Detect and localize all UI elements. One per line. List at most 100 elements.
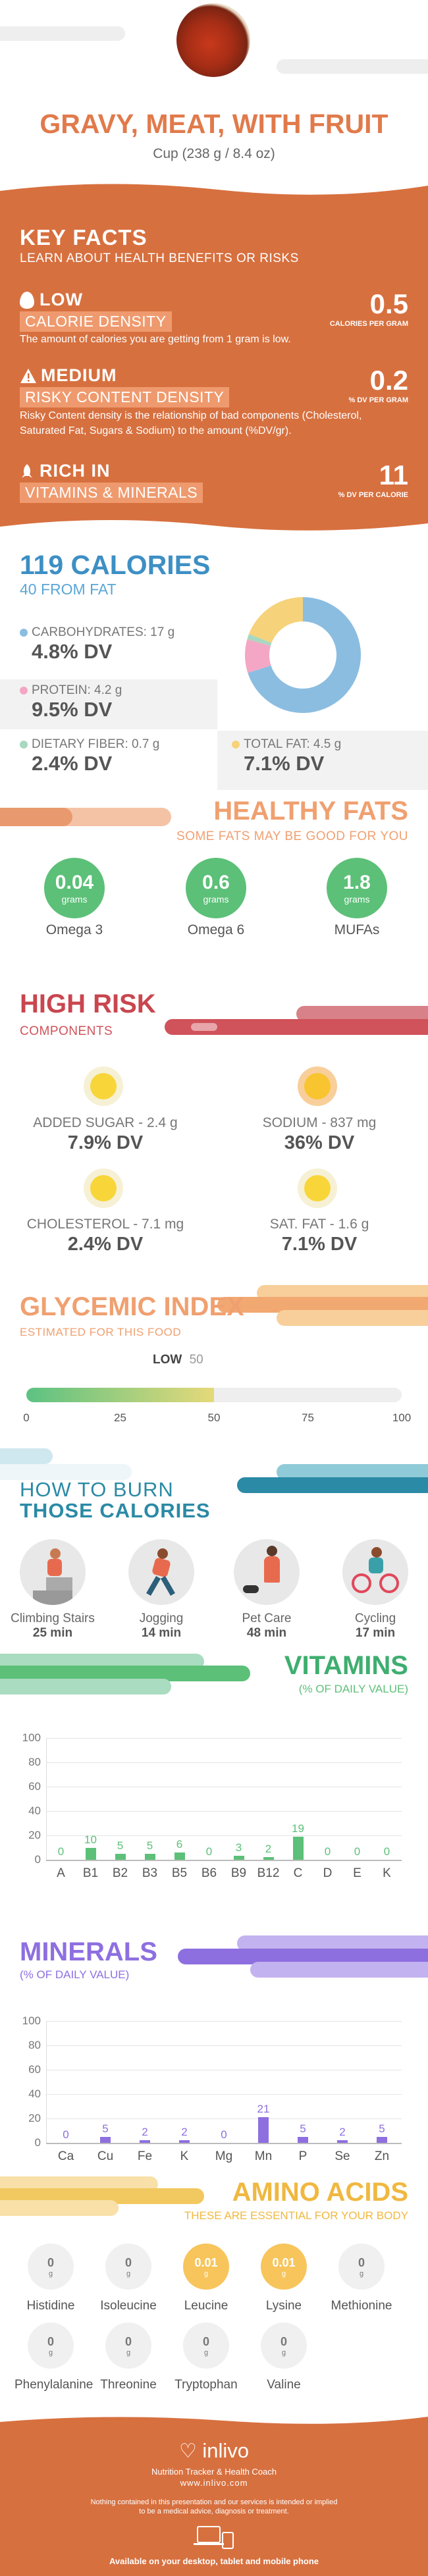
- y-tick-label: 100: [22, 2014, 41, 2027]
- footer-background: [0, 2417, 428, 2576]
- fiber-block: DIETARY FIBER: 0.7 g 2.4% DV: [20, 737, 159, 775]
- grid-line: [46, 2021, 402, 2022]
- amino-section: AMINO ACIDS THESE ARE ESSENTIAL FOR YOUR…: [0, 2172, 428, 2449]
- bar-B3: [144, 1853, 155, 1860]
- smiley-icon: [298, 1169, 337, 1208]
- glycemic-value: 50: [189, 1353, 203, 1367]
- x-tick-label: Zn: [374, 2149, 390, 2163]
- x-tick-label: B12: [257, 1866, 280, 1880]
- value-label: 5: [117, 1839, 124, 1852]
- y-axis-line: [46, 1738, 47, 1860]
- x-tick-label: B6: [201, 1866, 217, 1880]
- vitamins-title: VITAMINS: [284, 1651, 408, 1680]
- fact-value: 0.2: [369, 365, 408, 396]
- glycemic-fill: [26, 1388, 214, 1402]
- x-tick-label: B1: [82, 1866, 99, 1880]
- x-tick-label: B3: [142, 1866, 158, 1880]
- x-tick-label: B2: [112, 1866, 128, 1880]
- fact-level-row: MEDIUM: [20, 365, 229, 386]
- fact-level-row: LOW: [20, 290, 172, 310]
- value-label: 0: [221, 2128, 227, 2141]
- fiber-label: DIETARY FIBER: 0.7 g: [32, 737, 160, 751]
- decor-stripe: [0, 2200, 119, 2216]
- jogging-icon: [128, 1539, 194, 1605]
- activity-name: Cycling: [354, 1612, 396, 1625]
- fact-medium: MEDIUM RISKY CONTENT DENSITY: [20, 365, 230, 407]
- availability-text: Available on your desktop, tablet and mo…: [109, 2556, 319, 2566]
- fat-panel: [217, 731, 428, 790]
- amino-item-isoleucine: 0 g Isoleucine: [92, 2244, 165, 2313]
- x-tick-label: Se: [334, 2149, 350, 2163]
- amino-item-leucine: 0.01 g Leucine: [170, 2244, 242, 2313]
- disclaimer-line-2: to be a medical advice, diagnosis or tre…: [139, 2508, 289, 2515]
- fact-description: The amount of calories you are getting f…: [20, 334, 291, 345]
- activity-jogging: Jogging 14 min: [115, 1539, 207, 1641]
- brand-row: ♡ inlivo: [0, 2439, 428, 2463]
- website-link[interactable]: www.inlivo.com: [180, 2478, 248, 2488]
- activity-cycling: Cycling 17 min: [329, 1539, 421, 1641]
- y-tick-label: 60: [28, 1780, 41, 1793]
- y-tick-label: 20: [28, 2112, 41, 2124]
- amino-value: 0: [358, 2255, 365, 2269]
- protein-panel: [0, 679, 217, 729]
- burn-title-1: HOW TO BURN: [20, 1478, 174, 1501]
- amino-item-threonine: 0 g Threonine: [92, 2323, 165, 2392]
- x-tick-label: K: [180, 2149, 189, 2163]
- bar-Fe: [140, 2140, 150, 2143]
- decor-stripe: [0, 808, 72, 826]
- amino-value: 0.01: [194, 2255, 218, 2269]
- bar-B2: [115, 1853, 126, 1860]
- amino-item-methionine: 0 g Methionine: [325, 2244, 398, 2313]
- warning-icon: [20, 368, 36, 383]
- serving-size: Cup (238 g / 8.4 oz): [153, 146, 275, 161]
- fact-level: RICH IN: [40, 461, 111, 481]
- y-tick-label: 40: [28, 2088, 41, 2100]
- burn-title-2: THOSE CALORIES: [20, 1499, 211, 1522]
- donut-slice-fiber: [247, 634, 272, 646]
- amino-name: Tryptophan: [174, 2378, 238, 2392]
- decor-stripe: [191, 1023, 217, 1031]
- amino-unit: g: [203, 2348, 209, 2357]
- disclaimer-line-1: Nothing contained in this presentation a…: [90, 2498, 338, 2506]
- carbs-dot: [20, 628, 28, 637]
- protein-dot: [20, 686, 28, 695]
- carbs-block: CARBOHYDRATES: 17 g 4.8% DV: [20, 625, 174, 664]
- fat-block: TOTAL FAT: 4.5 g 7.1% DV: [232, 737, 341, 775]
- heart-icon: ♡: [178, 2440, 197, 2462]
- mufas-unit: grams: [344, 894, 370, 905]
- value-label: 2: [181, 2126, 188, 2139]
- x-tick-label: K: [383, 1866, 391, 1880]
- x-axis-line: [46, 2143, 402, 2144]
- glycemic-tick-label: 50: [207, 1411, 221, 1424]
- glycemic-tick-label: 0: [23, 1411, 30, 1424]
- fact-low: LOW CALORIE DENSITY: [20, 290, 172, 332]
- cholesterol-dv: 2.4% DV: [67, 1234, 144, 1255]
- flame-icon: [20, 291, 34, 309]
- value-label: 5: [300, 2122, 306, 2135]
- activity-time: 17 min: [355, 1626, 396, 1640]
- omega3-name: Omega 3: [45, 922, 103, 937]
- fact-level-row: RICH IN: [20, 461, 203, 481]
- value-label: 6: [176, 1837, 183, 1851]
- fact-level: LOW: [40, 290, 83, 309]
- amino-unit: g: [48, 2269, 53, 2278]
- high-risk-title: HIGH RISK: [20, 989, 156, 1018]
- decor-stripe: [277, 59, 428, 74]
- glycemic-tick-label: 25: [114, 1411, 126, 1424]
- glycemic-track: [26, 1388, 402, 1402]
- carbs-row: CARBOHYDRATES: 17 g: [20, 625, 174, 640]
- activity-name: Pet Care: [242, 1612, 292, 1625]
- food-image: [176, 3, 250, 77]
- sodium-dv: 36% DV: [284, 1132, 355, 1153]
- activity-pet-care: Pet Care 48 min: [221, 1539, 313, 1641]
- y-tick-label: 20: [28, 1829, 41, 1841]
- fiber-dot: [20, 740, 28, 749]
- fact-label: CALORIE DENSITY: [20, 311, 172, 332]
- value-label: 0: [57, 1845, 65, 1858]
- bar-P: [298, 2136, 308, 2143]
- donut-slice-fat: [249, 597, 303, 643]
- amino-badge: 0.01 g: [261, 2244, 307, 2290]
